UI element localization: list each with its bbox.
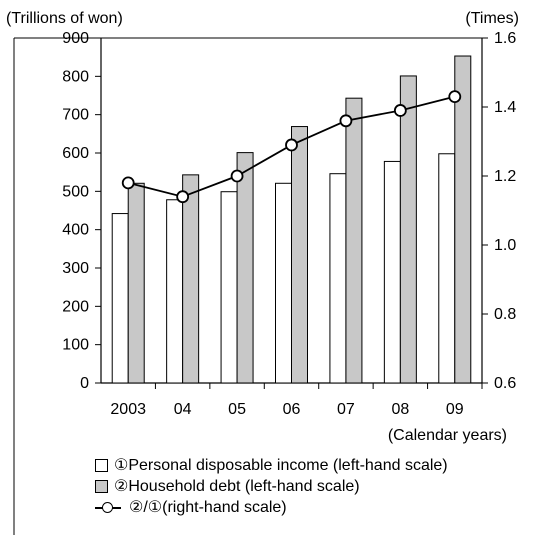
- left-tick-label: 800: [62, 68, 89, 85]
- left-tick-label: 400: [62, 222, 89, 239]
- bar-income: [166, 199, 184, 384]
- bar-debt: [345, 97, 363, 384]
- right-tick-label: 0.6: [494, 375, 516, 392]
- legend-swatch-ratio: [95, 501, 121, 514]
- right-tick-label: 1.6: [494, 30, 516, 47]
- right-tick-label: 0.8: [494, 306, 516, 323]
- x-tick-label: 07: [337, 401, 355, 418]
- bar-debt: [399, 75, 417, 384]
- ratio-point: [339, 114, 353, 128]
- x-tick-label: 06: [283, 401, 301, 418]
- x-axis-unit: (Calendar years): [387, 427, 507, 444]
- ratio-point: [176, 190, 190, 204]
- left-tick-label: 600: [62, 145, 89, 162]
- bar-income: [329, 173, 347, 384]
- bar-income: [275, 182, 292, 384]
- bar-income: [438, 153, 456, 384]
- bar-debt: [454, 55, 472, 384]
- legend-item-ratio: ②/①(right-hand scale): [95, 497, 448, 518]
- x-tick-label: 05: [228, 401, 246, 418]
- legend-item-income: ①Personal disposable income (left-hand s…: [95, 455, 448, 476]
- left-tick-label: 700: [62, 107, 89, 124]
- bar-debt: [127, 182, 145, 384]
- ratio-point: [393, 104, 407, 117]
- x-tick-label: 08: [391, 401, 409, 418]
- right-tick-label: 1.2: [494, 168, 516, 185]
- bar-income: [220, 191, 238, 384]
- ratio-point: [285, 138, 298, 152]
- ratio-point: [448, 90, 462, 104]
- left-tick-label: 0: [80, 375, 89, 392]
- legend-label-income: ①Personal disposable income (left-hand s…: [114, 457, 448, 474]
- bar-debt: [182, 174, 200, 384]
- left-tick-label: 900: [62, 30, 89, 47]
- right-tick-label: 1.0: [494, 237, 516, 254]
- right-axis-unit: (Times): [465, 10, 519, 27]
- x-tick-label: 04: [174, 401, 192, 418]
- bar-debt: [291, 126, 308, 384]
- legend-swatch-debt: [95, 480, 108, 493]
- bar-income: [111, 213, 129, 384]
- legend-item-debt: ②Household debt (left-hand scale): [95, 476, 448, 497]
- bar-debt: [236, 152, 254, 384]
- x-tick-label: 2003: [110, 401, 146, 418]
- x-tick-label: 09: [446, 401, 464, 418]
- legend: ①Personal disposable income (left-hand s…: [95, 455, 448, 518]
- legend-label-ratio: ②/①(right-hand scale): [129, 499, 287, 516]
- ratio-point: [230, 169, 244, 183]
- right-tick-label: 1.4: [494, 99, 516, 116]
- legend-swatch-income: [95, 459, 108, 472]
- left-tick-label: 100: [62, 337, 89, 354]
- left-tick-label: 500: [62, 183, 89, 200]
- left-tick-label: 200: [62, 298, 89, 315]
- ratio-point: [121, 176, 135, 190]
- bar-income: [383, 160, 401, 384]
- left-tick-label: 300: [62, 260, 89, 277]
- legend-label-debt: ②Household debt (left-hand scale): [114, 478, 360, 495]
- left-axis-unit: (Trillions of won): [6, 10, 123, 27]
